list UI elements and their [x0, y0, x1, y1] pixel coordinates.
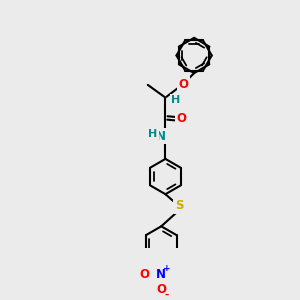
Text: N: N [156, 268, 166, 281]
Text: O: O [176, 112, 186, 125]
Text: O: O [140, 268, 150, 281]
Text: N: N [156, 130, 166, 142]
Text: +: + [163, 264, 170, 273]
Text: -: - [164, 290, 169, 300]
Text: S: S [175, 200, 183, 212]
Text: H: H [171, 95, 180, 105]
Text: O: O [156, 283, 166, 296]
Text: H: H [148, 129, 157, 139]
Text: O: O [178, 78, 188, 91]
